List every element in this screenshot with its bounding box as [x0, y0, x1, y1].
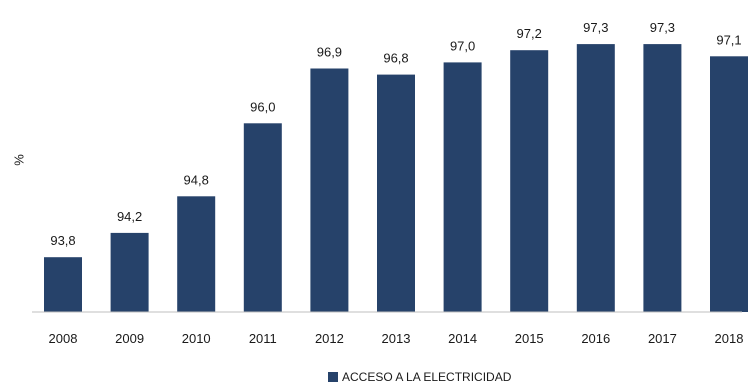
- value-label-2010: 94,8: [184, 172, 209, 187]
- value-label-2018: 97,1: [716, 32, 741, 47]
- bar-2017: [643, 44, 682, 312]
- value-label-2017: 97,3: [650, 20, 675, 35]
- legend: ACCESO A LA ELECTRICIDAD: [328, 370, 512, 384]
- value-labels-group: 93,8 94,2 94,8 96,0 96,9 96,8 97,0 97,2 97,3 97,3…: [50, 20, 741, 248]
- bar-2014: [443, 62, 482, 313]
- x-tick-label-2017: 2017: [648, 331, 677, 346]
- value-label-2016: 97,3: [583, 20, 608, 35]
- bar-2012: [310, 68, 349, 312]
- bar-2016: [576, 44, 615, 312]
- value-label-2014: 97,0: [450, 38, 475, 53]
- bar-2018: [710, 56, 748, 312]
- value-label-2008: 93,8: [50, 233, 75, 248]
- x-tick-label-2011: 2011: [249, 331, 277, 346]
- x-tick-label-2014: 2014: [448, 331, 477, 346]
- bar-2011: [243, 123, 282, 312]
- value-label-2015: 97,2: [517, 26, 542, 41]
- legend-swatch: [328, 372, 338, 382]
- x-tick-label-2010: 2010: [182, 331, 211, 346]
- legend-label: ACCESO A LA ELECTRICIDAD: [342, 370, 512, 384]
- bar-2010: [177, 196, 216, 312]
- x-tick-label-2018: 2018: [715, 331, 744, 346]
- value-label-2011: 96,0: [250, 99, 275, 114]
- x-tick-label-2015: 2015: [515, 331, 544, 346]
- x-tick-label-2016: 2016: [581, 331, 610, 346]
- bar-2008: [44, 257, 82, 312]
- value-label-2012: 96,9: [317, 45, 342, 60]
- x-tick-labels-group: 2008 2009 2010 2011 2012 2013 2014 2015 2016 2017…: [49, 331, 744, 346]
- x-tick-label-2009: 2009: [115, 331, 144, 346]
- value-label-2009: 94,2: [117, 209, 142, 224]
- bar-2013: [377, 74, 415, 312]
- bar-2015: [510, 50, 549, 312]
- value-label-2013: 96,8: [383, 51, 408, 66]
- x-tick-label-2012: 2012: [315, 331, 344, 346]
- x-tick-label-2008: 2008: [49, 331, 78, 346]
- y-axis-label: %: [11, 154, 26, 166]
- x-tick-label-2013: 2013: [382, 331, 411, 346]
- bar-2009: [110, 232, 149, 312]
- bars-group: [44, 44, 748, 313]
